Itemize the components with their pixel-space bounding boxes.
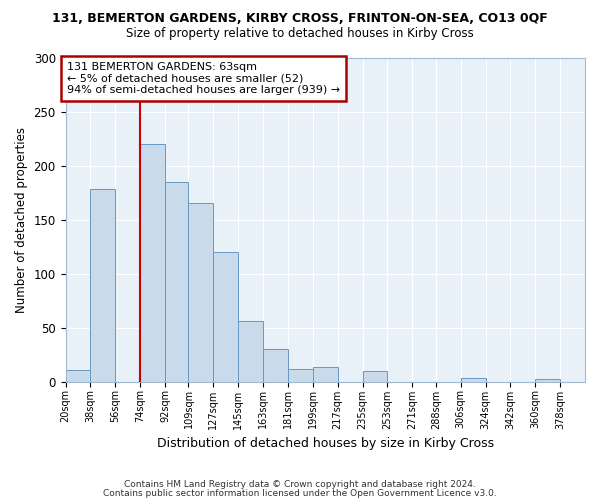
Text: 131 BEMERTON GARDENS: 63sqm
← 5% of detached houses are smaller (52)
94% of semi: 131 BEMERTON GARDENS: 63sqm ← 5% of deta… (67, 62, 340, 95)
Bar (461, 378, 485, 382)
Bar (140, 144, 165, 382)
Bar (165, 182, 188, 382)
Text: 131, BEMERTON GARDENS, KIRBY CROSS, FRINTON-ON-SEA, CO13 0QF: 131, BEMERTON GARDENS, KIRBY CROSS, FRIN… (52, 12, 548, 26)
Bar (362, 371, 388, 382)
Bar (535, 380, 560, 382)
Bar (313, 366, 338, 382)
Y-axis label: Number of detached properties: Number of detached properties (15, 126, 28, 312)
Bar (263, 349, 288, 382)
Bar (188, 204, 214, 382)
Bar (238, 321, 263, 382)
Text: Contains HM Land Registry data © Crown copyright and database right 2024.: Contains HM Land Registry data © Crown c… (124, 480, 476, 489)
Text: Size of property relative to detached houses in Kirby Cross: Size of property relative to detached ho… (126, 28, 474, 40)
Text: Contains public sector information licensed under the Open Government Licence v3: Contains public sector information licen… (103, 488, 497, 498)
Bar (91, 190, 115, 382)
Bar (288, 368, 313, 382)
Bar (214, 252, 238, 382)
Bar (65, 370, 91, 382)
X-axis label: Distribution of detached houses by size in Kirby Cross: Distribution of detached houses by size … (157, 437, 494, 450)
